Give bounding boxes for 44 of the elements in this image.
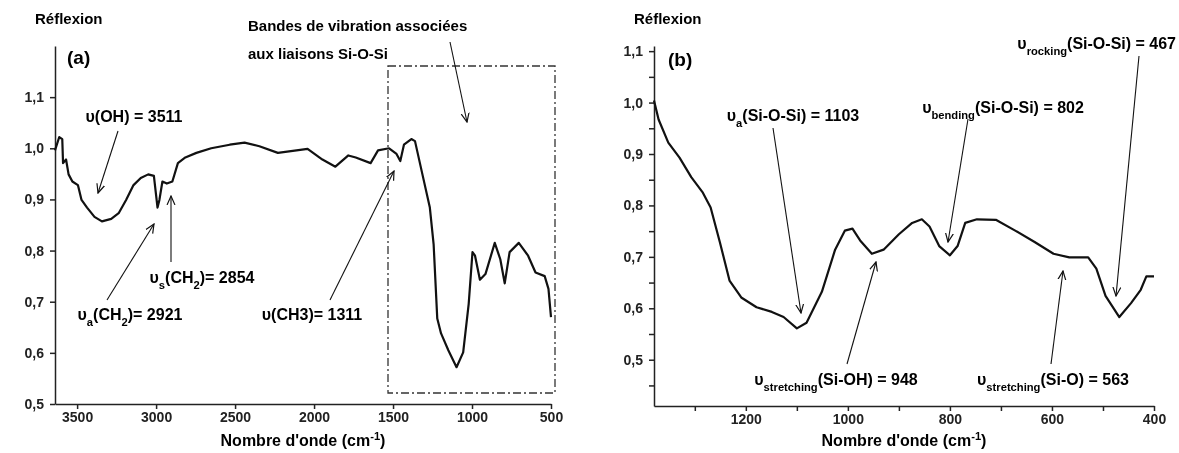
x-tick-label: 800 (938, 410, 963, 427)
annotation: υ$_{bending}$(Si-O-Si) = 802 (922, 99, 1084, 121)
x-tick-label: 400 (1142, 410, 1167, 427)
annotation: Bandes de vibration associées aux liaisons Si-O-Si (248, 17, 468, 62)
y-tick-label: 1,0 (623, 94, 644, 111)
annotation: υ$_{stretching}$(Si-OH) = 948 (754, 371, 918, 393)
annotation: υ$_{stretching}$(Si-O) = 563 (977, 371, 1130, 393)
y-tick-label: 0,9 (24, 191, 45, 208)
y-tick-label: 0,8 (24, 242, 45, 259)
x-tick-label: 1200 (730, 410, 763, 427)
x-axis-title: Nombre d'onde (cm$^{-1}$) (821, 430, 987, 449)
y-tick-label: 0,6 (623, 300, 644, 317)
y-tick-label: 0,9 (623, 145, 644, 162)
x-tick-label: 600 (1040, 410, 1065, 427)
x-tick-label: 3500 (62, 408, 94, 425)
y-tick-label: 0,6 (24, 344, 45, 361)
x-tick-label: 2000 (298, 408, 331, 425)
annotation: υ$_{rocking}$(Si-O-Si) = 467 (1017, 35, 1177, 57)
annotation: υ$_{a}$(CH$_{2}$)= 2921 (77, 306, 183, 328)
y-tick-label: 1,1 (623, 43, 644, 60)
y-tick-label: 0,7 (623, 248, 644, 265)
x-tick-label: 3000 (141, 408, 173, 425)
x-axis-title: Nombre d'onde (cm$^{-1}$) (220, 430, 386, 449)
annotation: υ(CH3)= 1311 (261, 306, 363, 323)
line-series (53, 135, 553, 369)
line-series (652, 99, 1156, 330)
x-tick-label: 1000 (832, 410, 865, 427)
chart-title: (a) (67, 47, 91, 68)
y-tick-label: 1,0 (24, 140, 45, 157)
y-axis-title: Réflexion (634, 10, 702, 27)
y-tick-label: 1,1 (24, 89, 45, 106)
y-tick-label: 0,8 (623, 197, 644, 214)
y-tick-label: 0,5 (623, 351, 644, 368)
x-tick-label: 2500 (220, 408, 252, 425)
x-tick-label: 500 (539, 408, 564, 425)
annotation: υ$_{s}$(CH$_{2}$)= 2854 (149, 269, 255, 291)
annotation: υ$_{a}$(Si-O-Si) = 1103 (726, 107, 860, 129)
chart-title: (b) (668, 49, 693, 70)
annotation: υ(OH) = 3511 (85, 108, 183, 125)
y-axis-title: Réflexion (35, 10, 103, 27)
x-tick-label: 1500 (377, 408, 410, 425)
y-tick-label: 0,7 (24, 293, 45, 310)
x-tick-label: 1000 (456, 408, 489, 425)
y-tick-label: 0,5 (24, 395, 45, 412)
